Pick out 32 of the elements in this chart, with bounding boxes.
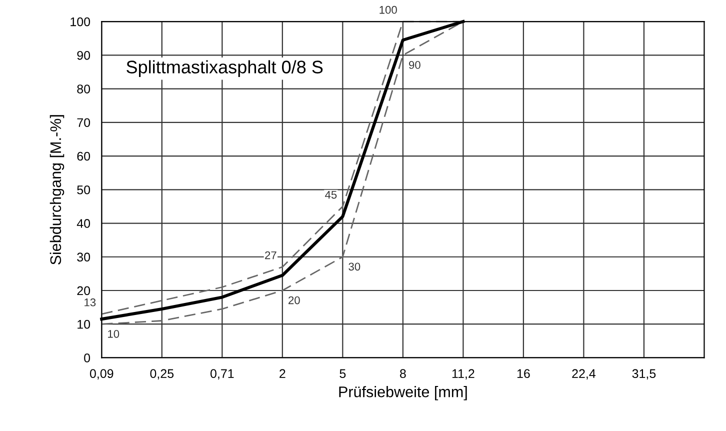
- y-tick-label: 100: [70, 17, 90, 26]
- y-tick-label: 50: [77, 185, 90, 194]
- x-tick-label: 16: [517, 369, 530, 378]
- text: Splittmastixasphalt 0/8 S: [126, 60, 323, 78]
- x-tick-label: 0,09: [90, 369, 114, 380]
- x-tick-label: 31,5: [632, 369, 656, 380]
- x-tick-label: 0,25: [150, 369, 174, 380]
- x-tick-label: 8: [400, 369, 406, 378]
- y-tick-label: 40: [76, 219, 90, 228]
- data-label: 20: [288, 296, 300, 304]
- x-axis-title: Prüfsiebweite [mm]: [339, 386, 467, 400]
- y-tick-label: 80: [77, 84, 90, 94]
- data-label: 100: [380, 6, 397, 14]
- x-tick-label: 5: [340, 369, 346, 378]
- data-label: 27: [265, 251, 276, 260]
- y-axis-title: Siebdurchgang [M.-%]: [50, 115, 64, 265]
- y-tick-label: 30: [77, 252, 90, 262]
- y-tick-label: 70: [77, 118, 90, 128]
- data-label: 90: [409, 61, 420, 69]
- y-tick-label: 20: [77, 286, 90, 296]
- x-tick-label: 0,71: [210, 369, 234, 380]
- data-label: 30: [348, 262, 360, 271]
- y-tick-label: 0: [84, 354, 90, 362]
- y-tick-label: 90: [77, 50, 90, 60]
- x-tick-label: 22,4: [572, 369, 596, 380]
- y-tick-label: 60: [77, 152, 90, 161]
- y-tick-label: 10: [78, 320, 90, 329]
- x-tick-label: 11,2: [452, 369, 474, 380]
- x-tick-label: 2: [280, 369, 286, 378]
- data-label: 45: [325, 190, 337, 199]
- data-label: 13: [84, 298, 96, 306]
- data-label: 10: [108, 330, 120, 338]
